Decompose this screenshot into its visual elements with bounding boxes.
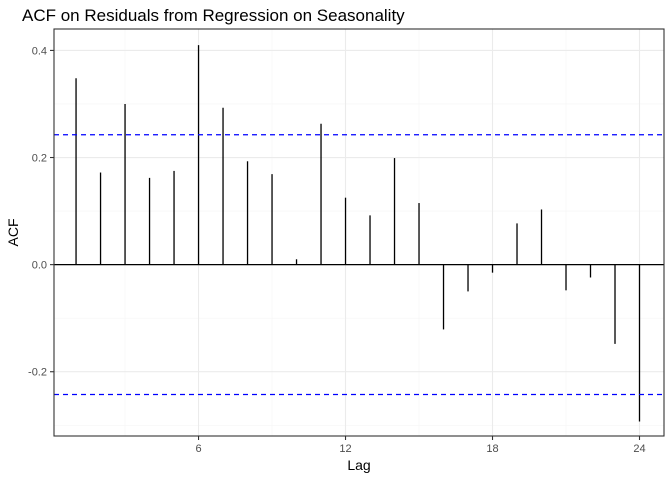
grid <box>54 29 664 436</box>
y-axis: -0.2 0.0 0.2 0.4 <box>28 45 54 379</box>
y-tick-label: 0.4 <box>32 45 47 57</box>
y-axis-title: ACF <box>5 219 21 247</box>
x-tick-label: 24 <box>633 443 645 455</box>
x-tick-label: 12 <box>339 443 351 455</box>
y-tick-label: 0.2 <box>32 153 47 165</box>
y-tick-label: -0.2 <box>28 367 47 379</box>
x-tick-label: 18 <box>486 443 498 455</box>
acf-bars <box>75 45 641 422</box>
chart-title: ACF on Residuals from Regression on Seas… <box>22 6 405 25</box>
x-axis-title: Lag <box>347 457 370 473</box>
x-axis: 6 12 18 24 <box>195 436 646 455</box>
y-tick-label: 0.0 <box>32 260 47 272</box>
x-tick-label: 6 <box>195 443 201 455</box>
panel-border <box>53 28 665 437</box>
confidence-bounds <box>54 134 664 396</box>
